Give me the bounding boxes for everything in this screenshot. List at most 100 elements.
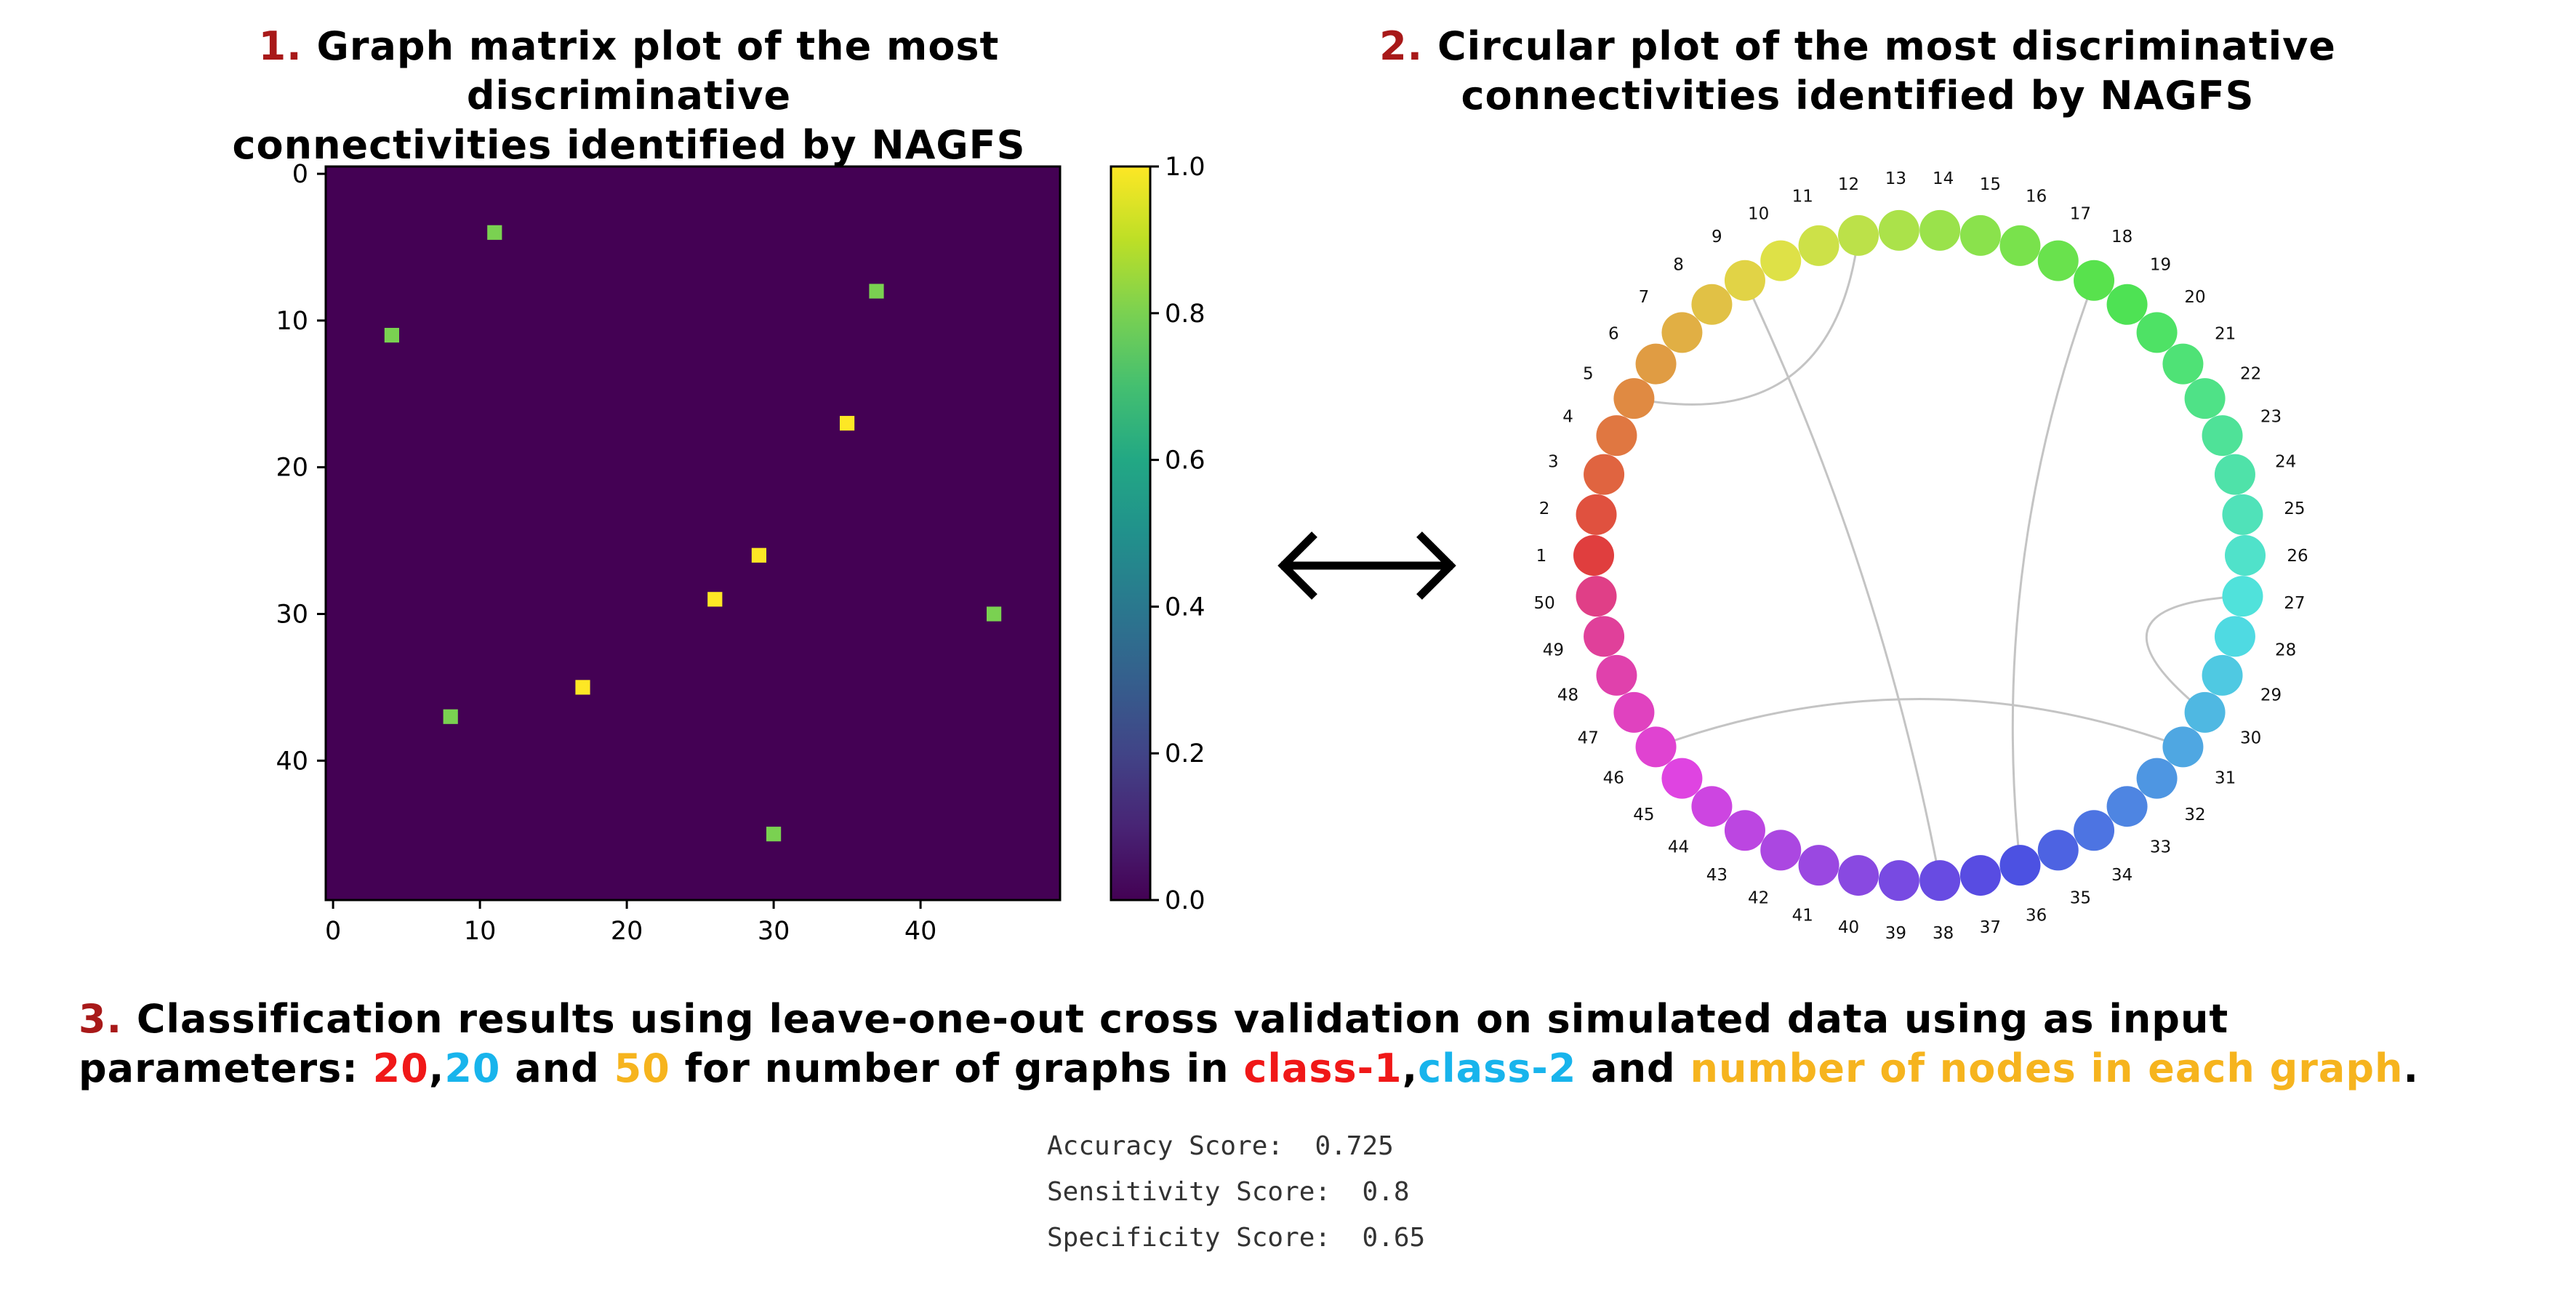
node-label: 40 — [1838, 918, 1859, 937]
graph-node — [1919, 860, 1961, 902]
node-label: 38 — [1933, 924, 1954, 943]
classification-results-description: 3. Classification results using leave-on… — [79, 995, 2551, 1093]
node-label: 1 — [1536, 547, 1547, 566]
node-label: 31 — [2215, 769, 2236, 788]
graph-node — [2106, 284, 2148, 325]
connectivity-edge — [1634, 235, 1860, 406]
node-label: 12 — [1838, 175, 1859, 194]
specificity-score: Specificity Score: 0.65 — [1047, 1223, 1426, 1253]
node-label: 14 — [1933, 169, 1954, 188]
class1-count: 20 — [372, 1045, 429, 1091]
graph-node — [2106, 786, 2148, 827]
matrix-plot-title: 1. Graph matrix plot of the most discrim… — [102, 22, 1156, 170]
graph-node — [1878, 860, 1919, 902]
graph-node — [1691, 284, 1733, 325]
y-tick-label: 0 — [292, 160, 308, 189]
description-text: parameters: — [79, 1045, 373, 1091]
node-label: 45 — [1633, 806, 1654, 824]
class1-label: class-1 — [1243, 1045, 1403, 1091]
double-arrow-icon — [1277, 531, 1456, 600]
description-text: for number of graphs in — [670, 1045, 1244, 1091]
period: . — [2403, 1045, 2419, 1091]
matrix-cell — [707, 592, 723, 607]
matrix-cell — [384, 327, 399, 343]
graph-node — [2162, 343, 2204, 385]
node-label: 11 — [1792, 187, 1813, 206]
graph-node — [2136, 312, 2178, 353]
node-label: 28 — [2275, 641, 2296, 659]
node-count: 50 — [614, 1045, 670, 1091]
graph-node — [1999, 845, 2041, 886]
matrix-cell — [443, 709, 458, 724]
node-label: 46 — [1603, 769, 1624, 788]
graph-node — [1724, 810, 1765, 851]
node-label: 30 — [2240, 729, 2261, 748]
graph-node — [2037, 830, 2079, 871]
node-label: 3 — [1548, 453, 1559, 472]
node-label: 13 — [1885, 169, 1906, 188]
graph-node — [2222, 494, 2263, 535]
node-label: 37 — [1980, 918, 2001, 937]
colorbar-tick-label: 0.4 — [1165, 593, 1205, 622]
graph-node — [1760, 830, 1802, 871]
graph-node — [1838, 214, 1879, 256]
graph-node — [2184, 378, 2226, 419]
colorbar-tick-label: 1.0 — [1165, 153, 1205, 182]
matrix-background — [326, 166, 1060, 900]
graph-node — [1724, 260, 1765, 301]
matrix-frame — [324, 165, 1062, 902]
matrix-cell — [869, 284, 884, 299]
node-label: 17 — [2070, 204, 2091, 223]
node-label: 39 — [1885, 924, 1906, 943]
colorbar-tick-label: 0.2 — [1165, 739, 1205, 768]
class2-label: class-2 — [1418, 1045, 1577, 1091]
graph-node — [1838, 855, 1879, 896]
accuracy-score: Accuracy Score: 0.725 — [1047, 1131, 1394, 1161]
node-label: 29 — [2260, 686, 2282, 704]
connectivity-edge — [1656, 697, 2183, 748]
node-label: 25 — [2284, 499, 2305, 518]
graph-node — [1584, 616, 1625, 657]
matrix-cell — [766, 827, 782, 842]
graph-node — [1596, 654, 1637, 696]
node-label: 35 — [2070, 889, 2091, 908]
sensitivity-score: Sensitivity Score: 0.8 — [1047, 1177, 1410, 1207]
node-label: 7 — [1639, 288, 1650, 307]
node-label: 19 — [2150, 255, 2171, 274]
node-label: 43 — [1706, 866, 1728, 885]
nodes-label: number of nodes in each graph — [1690, 1045, 2404, 1091]
y-tick-label: 10 — [276, 307, 308, 336]
x-tick-label: 20 — [611, 917, 643, 946]
node-label: 50 — [1533, 594, 1554, 613]
node-label: 49 — [1543, 641, 1564, 659]
node-label: 44 — [1668, 838, 1689, 857]
graph-node — [1661, 758, 1703, 799]
graph-node — [1959, 214, 2001, 256]
graph-node — [2162, 726, 2204, 768]
node-label: 23 — [2260, 408, 2282, 427]
graph-node — [1959, 855, 2001, 896]
graph-node — [2074, 260, 2115, 301]
node-label: 21 — [2215, 324, 2236, 343]
connectivity-edge — [1744, 280, 1941, 881]
graph-node — [2074, 810, 2115, 851]
section-number: 3. — [79, 996, 123, 1042]
title-line: Circular plot of the most discriminative — [1437, 23, 2336, 69]
graph-node — [2214, 616, 2255, 657]
graph-node — [1919, 209, 1961, 251]
graph-node — [1798, 225, 1839, 266]
graph-node — [1798, 845, 1839, 886]
graph-node — [1691, 786, 1733, 827]
circular-plot-title: 2. Circular plot of the most discriminat… — [1331, 22, 2385, 121]
matrix-cell — [840, 416, 855, 431]
graph-node — [1635, 726, 1677, 768]
graph-node — [1576, 494, 1617, 535]
matrix-cell — [487, 225, 502, 240]
node-label: 34 — [2111, 866, 2132, 885]
title-number: 1. — [258, 23, 302, 69]
separator: , — [1402, 1045, 1419, 1091]
node-label: 20 — [2184, 288, 2205, 307]
node-label: 2 — [1539, 499, 1550, 518]
